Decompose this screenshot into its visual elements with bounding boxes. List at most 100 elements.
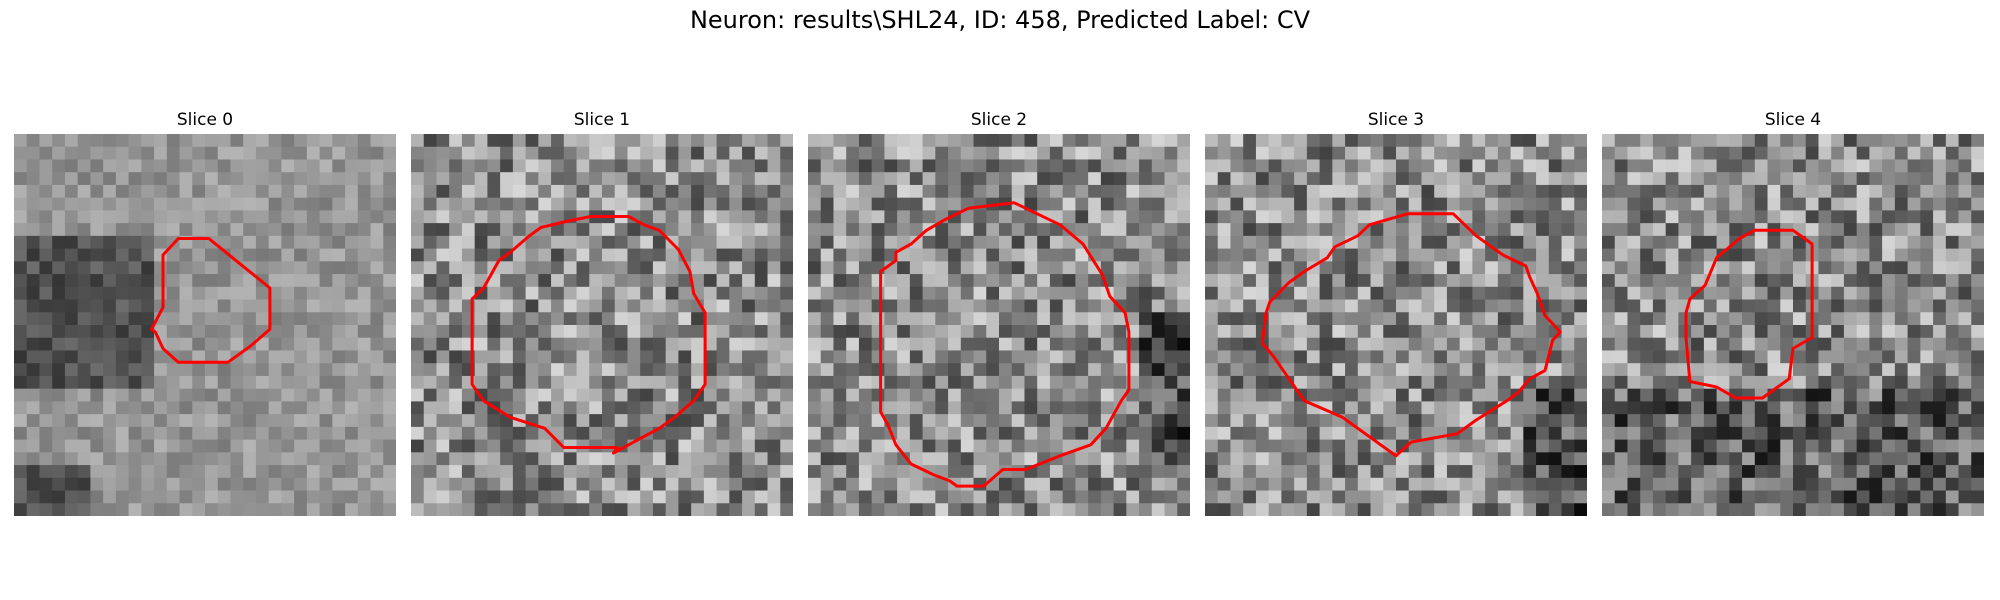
- image-pixel: [1703, 172, 1718, 186]
- image-pixel: [1971, 363, 1984, 377]
- image-pixel: [512, 503, 527, 516]
- image-pixel: [716, 337, 730, 352]
- image-pixel: [948, 426, 962, 441]
- image-pixel: [1446, 184, 1461, 199]
- image-pixel: [1049, 477, 1064, 492]
- image-pixel: [1205, 248, 1219, 262]
- image-pixel: [436, 274, 450, 288]
- image-pixel: [1459, 210, 1473, 224]
- image-pixel: [1640, 274, 1654, 288]
- image-pixel: [808, 350, 822, 364]
- image-pixel: [1907, 248, 1921, 262]
- image-pixel: [820, 223, 835, 237]
- image-pixel: [754, 439, 769, 453]
- image-pixel: [703, 210, 718, 224]
- image-pixel: [1652, 235, 1667, 250]
- image-pixel: [767, 350, 781, 364]
- image-pixel: [742, 223, 756, 237]
- image-pixel: [589, 375, 603, 390]
- image-pixel: [1459, 465, 1473, 479]
- image-pixel: [1780, 159, 1794, 173]
- image-pixel: [820, 210, 835, 224]
- image-pixel: [1818, 426, 1832, 441]
- image-pixel: [217, 159, 232, 173]
- image-pixel: [665, 452, 679, 466]
- image-pixel: [1268, 452, 1282, 466]
- image-pixel: [614, 337, 629, 352]
- image-pixel: [691, 503, 705, 516]
- image-pixel: [1614, 146, 1629, 161]
- image-pixel: [1856, 350, 1870, 364]
- image-pixel: [1113, 261, 1127, 275]
- image-pixel: [217, 375, 232, 390]
- image-pixel: [1523, 337, 1537, 352]
- image-pixel: [268, 159, 282, 173]
- image-pixel: [230, 426, 244, 441]
- image-pixel: [1703, 452, 1718, 466]
- image-pixel: [1831, 248, 1845, 262]
- image-pixel: [640, 414, 654, 428]
- image-pixel: [166, 426, 181, 441]
- image-pixel: [1602, 146, 1616, 161]
- image-pixel: [1882, 477, 1896, 492]
- image-pixel: [26, 375, 41, 390]
- image-pixel: [1869, 223, 1883, 237]
- image-pixel: [1370, 235, 1384, 250]
- image-pixel: [1856, 184, 1870, 199]
- image-pixel: [716, 184, 730, 199]
- image-pixel: [1793, 248, 1807, 262]
- image-pixel: [1217, 197, 1232, 211]
- image-pixel: [115, 503, 130, 516]
- image-pixel: [678, 146, 692, 161]
- image-pixel: [154, 235, 168, 250]
- image-pixel: [1421, 350, 1435, 364]
- image-pixel: [281, 325, 295, 339]
- image-pixel: [729, 312, 743, 326]
- image-pixel: [602, 414, 616, 428]
- image-pixel: [332, 350, 346, 364]
- image-pixel: [512, 325, 527, 339]
- image-pixel: [1945, 401, 1960, 415]
- image-pixel: [1306, 146, 1321, 161]
- image-pixel: [729, 337, 743, 352]
- image-pixel: [281, 312, 295, 326]
- image-pixel: [935, 223, 949, 237]
- image-pixel: [357, 261, 372, 275]
- image-pixel: [461, 248, 476, 262]
- image-pixel: [833, 490, 847, 504]
- image-pixel: [1856, 337, 1870, 352]
- image-pixel: [14, 477, 28, 492]
- image-pixel: [411, 223, 425, 237]
- image-pixel: [986, 261, 1000, 275]
- image-pixel: [179, 350, 193, 364]
- image-pixel: [294, 184, 308, 199]
- image-pixel: [1933, 299, 1947, 313]
- image-pixel: [332, 363, 346, 377]
- image-pixel: [166, 248, 181, 262]
- image-pixel: [948, 261, 962, 275]
- image-pixel: [1894, 375, 1909, 390]
- image-pixel: [370, 312, 384, 326]
- image-pixel: [1614, 235, 1629, 250]
- image-pixel: [128, 465, 142, 479]
- image-pixel: [897, 248, 911, 262]
- image-pixel: [1703, 197, 1718, 211]
- image-pixel: [1485, 197, 1499, 211]
- image-pixel: [1627, 172, 1641, 186]
- image-pixel: [128, 337, 142, 352]
- image-pixel: [1602, 235, 1616, 250]
- image-pixel: [141, 388, 155, 402]
- image-pixel: [1510, 426, 1524, 441]
- image-pixel: [1958, 375, 1972, 390]
- image-pixel: [1459, 477, 1473, 492]
- image-pixel: [1640, 490, 1654, 504]
- image-pixel: [1205, 172, 1219, 186]
- image-pixel: [205, 337, 219, 352]
- image-pixel: [1869, 465, 1883, 479]
- image-pixel: [1703, 337, 1718, 352]
- image-pixel: [1243, 172, 1257, 186]
- image-pixel: [217, 235, 232, 250]
- image-pixel: [808, 210, 822, 224]
- image-pixel: [1640, 439, 1654, 453]
- image-pixel: [973, 490, 987, 504]
